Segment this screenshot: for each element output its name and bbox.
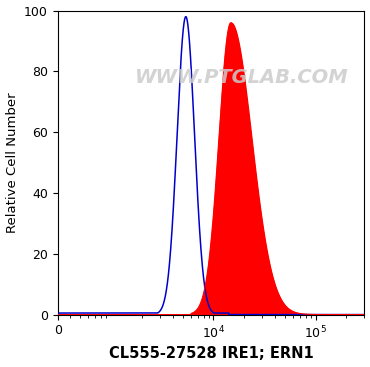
Text: WWW.PTGLAB.COM: WWW.PTGLAB.COM [135, 68, 349, 87]
X-axis label: CL555-27528 IRE1; ERN1: CL555-27528 IRE1; ERN1 [109, 346, 313, 361]
Y-axis label: Relative Cell Number: Relative Cell Number [6, 92, 18, 233]
